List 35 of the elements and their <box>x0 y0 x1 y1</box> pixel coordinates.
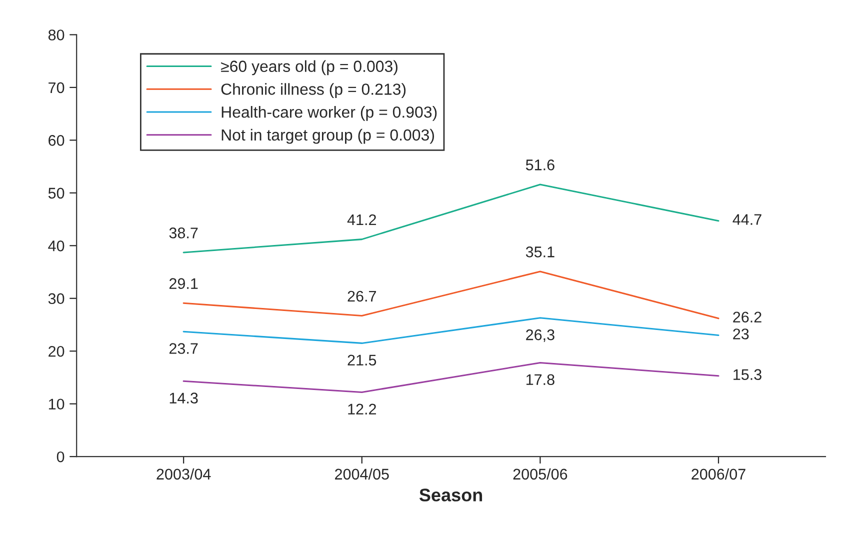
data-label: 29.1 <box>169 278 198 289</box>
data-label: 14.3 <box>170 392 198 404</box>
legend-label: Chronic illness (p = 0.213) <box>221 83 406 98</box>
x-tick-label: 2005/06 <box>513 468 568 480</box>
data-label: 41.2 <box>347 214 376 226</box>
data-label: 26,3 <box>526 329 554 342</box>
data-label: 26.7 <box>348 290 376 302</box>
legend-label: Health-care worker (p = 0.903) <box>222 106 437 121</box>
x-tick-label: 2003/04 <box>156 468 211 480</box>
y-tick-label: 80 <box>48 30 64 40</box>
x-tick-label: 2006/07 <box>692 468 746 480</box>
y-tick-label: 60 <box>48 135 64 146</box>
data-label: 23.7 <box>169 343 198 354</box>
y-tick-label: 70 <box>48 82 64 94</box>
y-tick-label: 40 <box>48 240 64 252</box>
x-tick-label: 2004/05 <box>335 468 389 480</box>
data-label: 21.5 <box>348 354 376 366</box>
data-label: 51.6 <box>526 160 554 170</box>
y-tick-label: 50 <box>48 188 64 199</box>
data-label: 23 <box>733 328 749 340</box>
data-label: 17.8 <box>526 374 554 386</box>
line-series <box>182 317 720 344</box>
y-tick-label: 30 <box>48 293 64 304</box>
data-label: 38.7 <box>169 228 198 238</box>
legend-label: Not in target group (p = 0.003) <box>222 128 434 144</box>
data-label: 12.2 <box>348 404 376 414</box>
data-label: 35.1 <box>526 246 554 258</box>
x-axis-title: Season <box>419 488 482 502</box>
data-label: 15.3 <box>734 369 762 380</box>
y-tick-label: 10 <box>48 398 64 410</box>
y-tick-label: 0 <box>56 451 64 462</box>
data-label: 26.2 <box>733 312 762 323</box>
y-tick-label: 20 <box>48 346 64 357</box>
legend-label: ≥60 years old (p = 0.003) <box>221 60 398 76</box>
data-label: 44.7 <box>732 214 762 225</box>
